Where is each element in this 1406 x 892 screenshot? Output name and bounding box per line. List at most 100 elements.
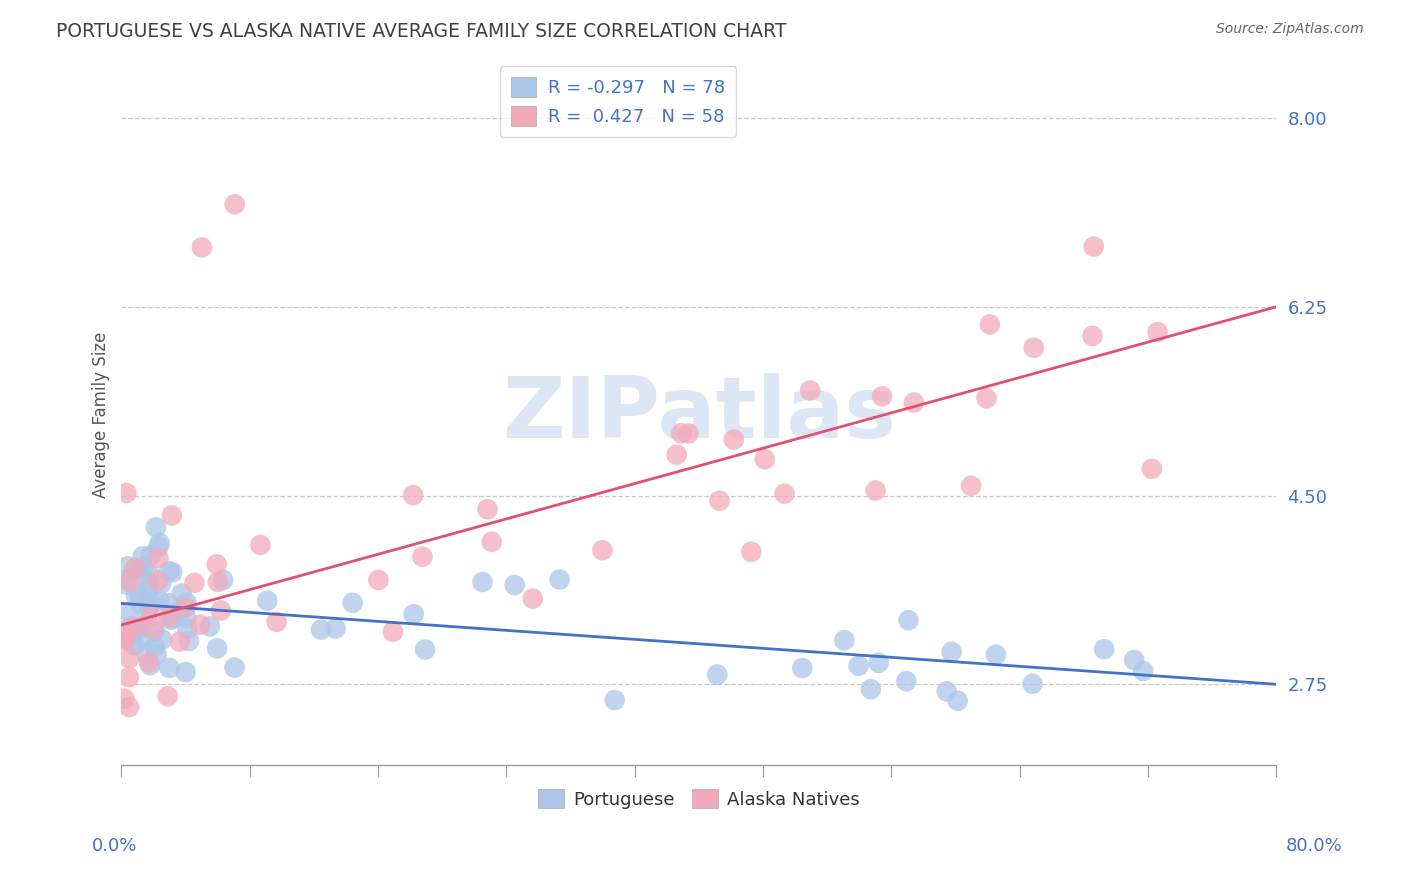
Point (124, 639, 146, 653)
Point (709, 493, 731, 508)
Point (176, 622, 198, 636)
Point (174, 665, 197, 679)
Point (176, 595, 198, 609)
Point (131, 560, 153, 574)
Point (115, 577, 138, 591)
Point (1083, 239, 1105, 253)
Point (138, 566, 160, 581)
Point (224, 197, 246, 211)
Point (834, 633, 856, 648)
Point (665, 448, 688, 462)
Point (124, 562, 146, 576)
Point (367, 573, 389, 587)
Point (946, 694, 969, 708)
Point (413, 642, 436, 657)
Point (249, 538, 271, 552)
Point (139, 577, 162, 591)
Point (112, 632, 135, 646)
Point (157, 564, 180, 578)
Point (160, 508, 183, 523)
Point (754, 452, 776, 467)
Point (120, 633, 142, 648)
Point (150, 632, 173, 647)
Text: PORTUGUESE VS ALASKA NATIVE AVERAGE FAMILY SIZE CORRELATION CHART: PORTUGUESE VS ALASKA NATIVE AVERAGE FAMI… (56, 22, 787, 41)
Point (129, 597, 152, 611)
Point (402, 607, 425, 621)
Point (1021, 677, 1043, 691)
Point (325, 622, 347, 636)
Point (209, 603, 232, 617)
Point (142, 622, 165, 636)
Point (170, 586, 193, 600)
Point (118, 651, 141, 665)
Point (740, 545, 762, 559)
Point (169, 634, 191, 648)
Legend: Portuguese, Alaska Natives: Portuguese, Alaska Natives (531, 782, 866, 816)
Point (115, 624, 138, 638)
Point (941, 645, 963, 659)
Point (1022, 341, 1045, 355)
Point (792, 661, 814, 675)
Point (169, 604, 191, 618)
Point (149, 536, 172, 550)
Point (139, 658, 162, 673)
Point (150, 576, 173, 591)
Point (131, 549, 153, 564)
Text: ZIPatlas: ZIPatlas (502, 373, 896, 456)
Point (870, 389, 893, 403)
Point (896, 674, 918, 689)
Point (117, 605, 139, 619)
Point (143, 640, 166, 654)
Point (799, 384, 821, 398)
Point (148, 551, 170, 566)
Point (115, 486, 138, 500)
Point (411, 549, 433, 564)
Point (138, 599, 160, 613)
Point (212, 573, 235, 587)
Point (121, 619, 143, 633)
Point (591, 543, 613, 558)
Point (603, 693, 626, 707)
Point (157, 610, 180, 624)
Point (139, 549, 162, 563)
Point (471, 575, 494, 590)
Point (198, 619, 221, 633)
Point (124, 561, 146, 575)
Point (865, 483, 887, 498)
Text: 80.0%: 80.0% (1286, 837, 1343, 855)
Point (207, 574, 229, 589)
Point (138, 593, 160, 607)
Point (935, 684, 957, 698)
Point (381, 624, 404, 639)
Point (174, 611, 197, 625)
Point (309, 623, 332, 637)
Point (112, 691, 135, 706)
Point (979, 318, 1001, 332)
Point (129, 620, 152, 634)
Point (503, 578, 526, 592)
Point (1123, 653, 1146, 667)
Point (146, 574, 169, 588)
Point (481, 534, 503, 549)
Point (477, 502, 499, 516)
Point (127, 623, 149, 637)
Point (773, 486, 796, 500)
Point (402, 488, 425, 502)
Point (129, 566, 152, 581)
Point (984, 648, 1007, 662)
Point (179, 634, 201, 648)
Point (188, 617, 211, 632)
Point (138, 583, 160, 598)
Point (118, 574, 141, 589)
Point (125, 589, 148, 603)
Point (859, 682, 882, 697)
Point (256, 593, 278, 607)
Point (183, 575, 205, 590)
Point (1146, 325, 1168, 339)
Point (149, 594, 172, 608)
Point (160, 613, 183, 627)
Point (138, 656, 160, 670)
Point (112, 633, 135, 648)
Point (1140, 462, 1163, 476)
Point (671, 426, 693, 441)
